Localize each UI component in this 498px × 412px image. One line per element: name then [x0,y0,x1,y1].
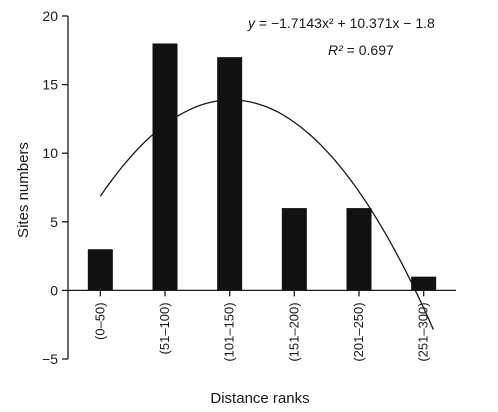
x-category-label: (101–150) [222,302,237,361]
bar [346,208,372,291]
bar [281,208,307,291]
y-tick-label: 0 [50,282,58,298]
bar [217,57,243,291]
trendline-equation: y = −1.7143x² + 10.371x − 1.8 [247,15,435,31]
r-squared-variable: R² [328,42,344,58]
trendline-layer [99,99,434,330]
y-axis-title: Sites numbers [15,142,32,238]
equation-y-variable: y [247,15,256,31]
polynomial-trendline [99,99,434,330]
y-tick-label: −5 [42,351,58,367]
bars-layer [87,43,437,291]
bar [87,249,113,291]
y-tick-label: 5 [50,214,58,230]
bar [152,43,178,291]
bar [411,276,437,291]
x-category-label: (201–250) [351,302,366,361]
y-tick-label: 15 [42,77,58,93]
r-squared-label: R² = 0.697 [328,42,394,58]
x-category-label: (51–100) [157,302,172,354]
axes-layer [62,15,456,360]
equation-rhs: = −1.7143x² + 10.371x − 1.8 [255,15,435,31]
y-tick-label: 20 [42,8,58,24]
labels-layer: −5 0 5 10 15 20 (0–50) (51–100) (101–150) (151–20… [42,8,431,367]
y-tick-label: 10 [42,145,58,161]
x-category-label: (251–300) [416,302,431,361]
r-squared-value: = 0.697 [343,42,394,58]
x-category-label: (0–50) [92,302,107,340]
x-axis-title: Distance ranks [210,390,309,407]
x-category-label: (151–200) [286,302,301,361]
